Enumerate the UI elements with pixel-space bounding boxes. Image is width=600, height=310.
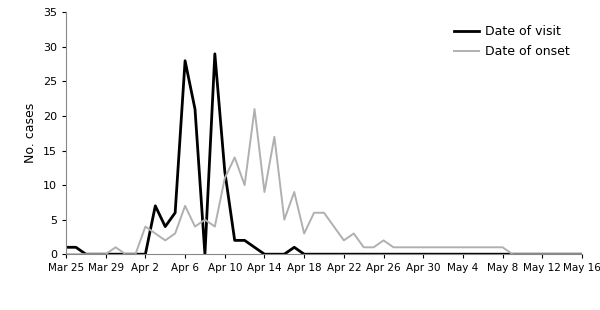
Date of visit	[211, 52, 218, 56]
Date of visit	[62, 246, 70, 249]
Date of onset	[469, 246, 476, 249]
Date of onset	[578, 252, 586, 256]
Date of onset	[62, 252, 70, 256]
Date of visit	[390, 252, 397, 256]
Date of visit	[419, 252, 427, 256]
Date of onset	[370, 246, 377, 249]
Date of visit	[410, 252, 417, 256]
Date of onset	[202, 218, 209, 222]
Date of visit	[479, 252, 487, 256]
Date of onset	[380, 238, 387, 242]
Y-axis label: No. cases: No. cases	[24, 103, 37, 163]
Line: Date of onset: Date of onset	[66, 109, 582, 254]
Date of onset	[400, 246, 407, 249]
Legend: Date of visit, Date of onset: Date of visit, Date of onset	[447, 19, 576, 65]
Date of onset	[251, 107, 258, 111]
Date of visit	[380, 252, 387, 256]
Date of visit	[221, 170, 229, 173]
Date of visit	[578, 252, 586, 256]
Date of visit	[82, 252, 89, 256]
Line: Date of visit: Date of visit	[66, 54, 582, 254]
Date of onset	[529, 252, 536, 256]
